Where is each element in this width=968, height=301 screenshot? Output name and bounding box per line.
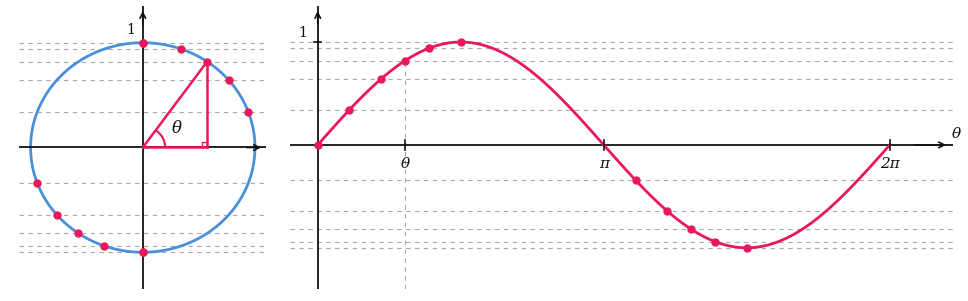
- Text: 1: 1: [126, 23, 135, 37]
- Text: θ: θ: [952, 127, 961, 141]
- Text: θ: θ: [172, 120, 182, 137]
- Text: θ: θ: [401, 157, 409, 171]
- Text: 1: 1: [298, 26, 307, 40]
- Text: 2π: 2π: [880, 157, 899, 171]
- Text: π: π: [599, 157, 609, 171]
